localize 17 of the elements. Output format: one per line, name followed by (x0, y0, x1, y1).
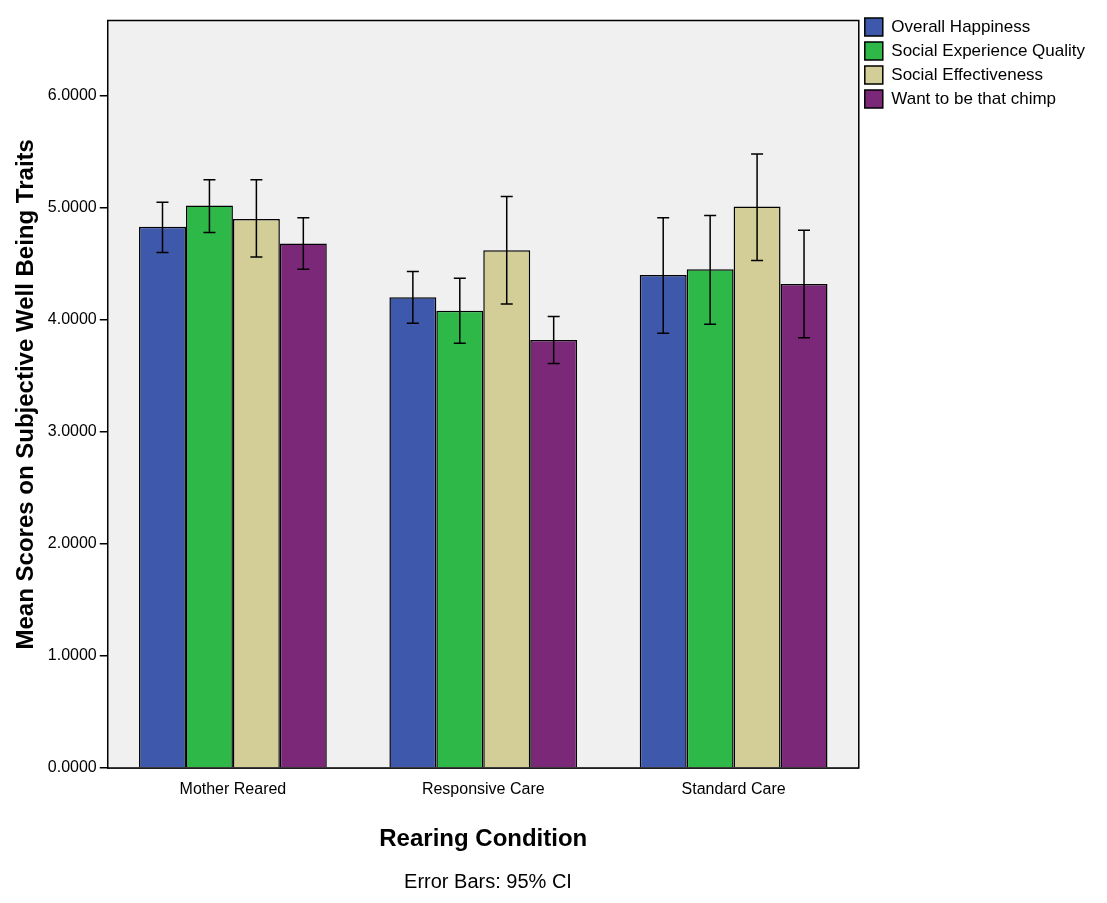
legend-label: Social Experience Quality (891, 40, 1086, 60)
legend-label: Want to be that chimp (891, 88, 1057, 108)
legend-label: Social Effectiveness (891, 64, 1044, 84)
legend-label: Overall Happiness (891, 16, 1031, 36)
x-tick-label: Responsive Care (421, 780, 545, 798)
y-tick-label: 2.0000 (47, 534, 97, 552)
y-tick-label: 1.0000 (47, 646, 97, 664)
text: Error Bars: 95% CI (403, 870, 573, 893)
y-tick-label: 3.0000 (47, 422, 97, 440)
y-tick-label: 6.0000 (47, 86, 97, 104)
y-tick-label: 4.0000 (47, 310, 97, 328)
y-tick-label: 5.0000 (47, 198, 97, 216)
y-tick-label: 0.0000 (47, 758, 97, 776)
x-axis-title: Rearing Condition (379, 824, 588, 852)
y-axis-title: Mean Scores on Subjective Well Being Traits (11, 139, 39, 650)
x-tick-label: Standard Care (681, 780, 786, 798)
x-tick-label: Mother Reared (179, 780, 287, 798)
